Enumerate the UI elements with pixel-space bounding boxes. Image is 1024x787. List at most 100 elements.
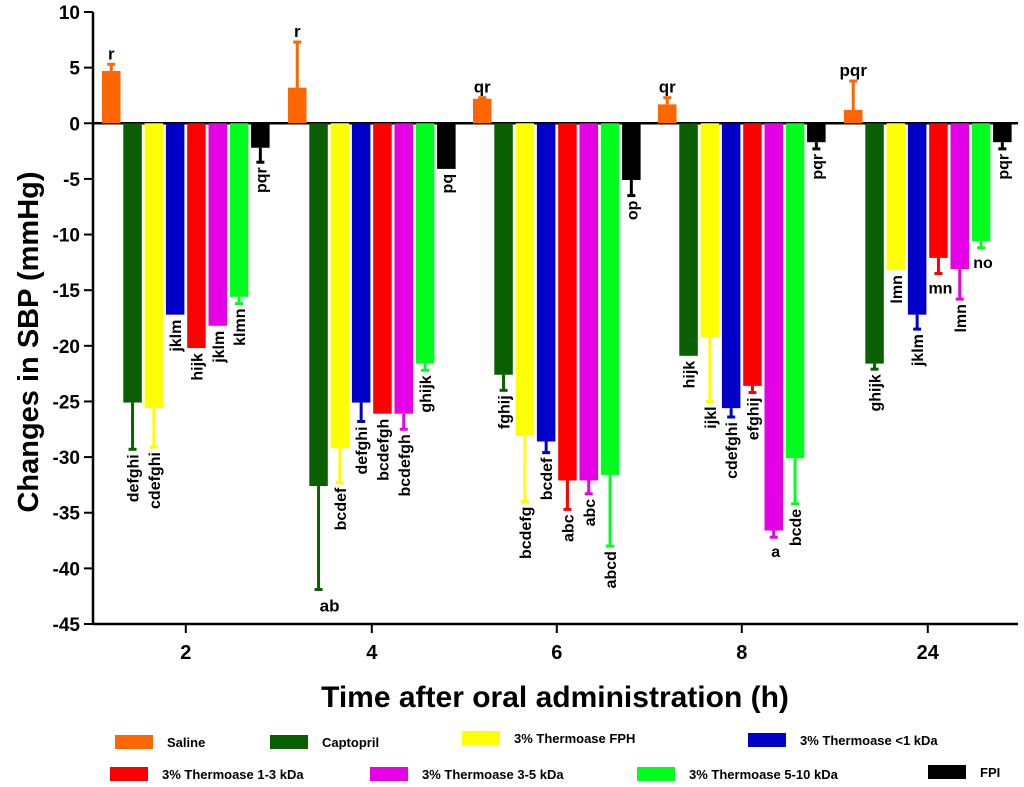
bar	[658, 104, 677, 124]
bar	[844, 109, 863, 124]
bar	[208, 123, 227, 326]
significance-letter: ab	[320, 597, 340, 616]
significance-letter: ghijk	[868, 374, 885, 411]
x-tick-label: 6	[551, 642, 562, 664]
significance-letter: pqr	[253, 167, 270, 193]
bar	[971, 123, 991, 242]
significance-letter: klmn	[232, 309, 249, 346]
bar	[251, 123, 270, 148]
significance-letter: pqr	[809, 154, 826, 180]
significance-letter: cdefghi	[724, 422, 741, 479]
significance-letter: bcdefgh	[397, 434, 414, 496]
bar	[473, 98, 492, 124]
y-tick-label: -25	[53, 392, 81, 413]
bar	[437, 123, 456, 169]
y-tick-label: 10	[59, 3, 80, 24]
bar	[187, 123, 206, 349]
significance-letter: bcdef	[333, 487, 350, 530]
significance-letter: defghi	[126, 454, 143, 502]
significance-letter: bcdefg	[518, 507, 535, 559]
bar	[622, 123, 641, 181]
bar	[929, 123, 948, 258]
bar	[558, 123, 577, 481]
y-tick-label: -20	[53, 337, 80, 358]
bar	[144, 123, 164, 409]
significance-letter: op	[624, 200, 641, 220]
significance-letter: qr	[474, 78, 491, 97]
significance-letter: pqr	[995, 154, 1012, 180]
y-tick-label: 5	[69, 59, 80, 80]
bar	[373, 123, 392, 414]
significance-letter: jklm	[910, 334, 927, 367]
bar	[288, 87, 307, 124]
bar	[600, 123, 620, 475]
y-tick-label: -10	[53, 226, 80, 247]
bar	[351, 123, 371, 403]
bar	[536, 123, 556, 442]
bar	[907, 123, 927, 315]
bar	[309, 123, 328, 487]
significance-letter: hijk	[189, 353, 206, 381]
bar	[700, 123, 720, 337]
significance-letter: defghi	[354, 426, 371, 474]
significance-letter: pqr	[840, 61, 868, 80]
y-axis-title: Changes in SBP (mmHg)	[13, 171, 45, 512]
significance-letter: a	[771, 544, 780, 561]
bar	[743, 123, 762, 386]
significance-letter: ghijk	[418, 375, 435, 412]
bar	[165, 123, 185, 315]
bar	[993, 123, 1012, 143]
y-tick-label: -35	[53, 504, 81, 525]
bar	[721, 123, 741, 409]
y-tick-label: -30	[53, 448, 80, 469]
bar	[394, 123, 413, 414]
significance-letter: qr	[659, 78, 676, 97]
significance-letter: efghij	[745, 398, 762, 441]
significance-letter: r	[108, 44, 115, 63]
x-tick-label: 24	[917, 642, 940, 664]
bar	[229, 123, 249, 297]
significance-letter: bcde	[788, 509, 805, 546]
bar	[515, 123, 535, 436]
significance-letter: abc	[582, 499, 599, 527]
significance-letter: ijkl	[703, 406, 720, 428]
bar	[415, 123, 435, 364]
bar	[123, 123, 142, 403]
bar	[330, 123, 350, 449]
bar	[886, 123, 906, 271]
bar	[785, 123, 805, 459]
significance-letter: cdefghi	[147, 452, 164, 509]
significance-letter: jklm	[211, 331, 228, 364]
significance-letter: bcdef	[539, 457, 556, 500]
significance-letter: mn	[928, 280, 952, 297]
x-tick-label: 8	[736, 642, 747, 664]
bar	[865, 123, 884, 364]
x-tick-label: 4	[366, 642, 378, 664]
significance-letter: fghij	[497, 395, 514, 429]
bar	[679, 123, 698, 356]
y-tick-label: -40	[53, 559, 80, 580]
y-tick-label: -45	[53, 615, 81, 636]
significance-letter: abc	[560, 514, 577, 542]
significance-letter: jklm	[168, 320, 185, 353]
significance-letter: hijk	[682, 361, 699, 389]
bar	[950, 123, 969, 270]
significance-letter: pq	[439, 174, 456, 194]
x-axis-title: Time after oral administration (h)	[321, 681, 789, 714]
significance-letter: bcdefgh	[375, 419, 392, 481]
x-tick-label: 2	[180, 642, 191, 664]
y-tick-label: -5	[63, 170, 80, 191]
significance-letter: lmn	[953, 304, 970, 332]
significance-letter: r	[294, 22, 301, 41]
bar	[764, 123, 783, 531]
bar	[579, 123, 598, 481]
significance-letter: abcd	[603, 551, 620, 588]
bar	[102, 70, 121, 124]
bar	[807, 123, 826, 143]
significance-letter: no	[973, 255, 993, 272]
bar	[494, 123, 513, 375]
significance-letter: lmn	[889, 275, 906, 303]
y-tick-label: 0	[69, 114, 80, 135]
y-tick-label: -15	[53, 281, 81, 302]
